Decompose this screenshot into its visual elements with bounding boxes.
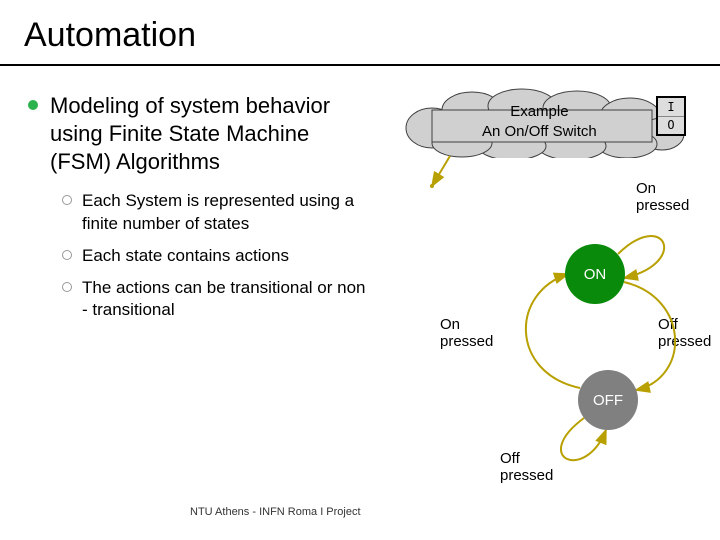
sub-bullet-text: The actions can be transitional or non -… — [82, 277, 368, 321]
slide: Automation Modeling of system behavior u… — [0, 0, 720, 540]
state-on-label: ON — [584, 266, 607, 283]
bullet-main-text: Modeling of system behavior using Finite… — [50, 92, 368, 176]
state-off: OFF — [578, 370, 638, 430]
state-off-label: OFF — [593, 392, 623, 409]
label-on-pressed-top: Onpressed — [636, 180, 689, 214]
label-off-pressed-bottom: Offpressed — [500, 450, 553, 484]
sub-bullet-text: Each System is represented using a finit… — [82, 190, 368, 234]
example-cloud: Example An On/Off Switch I O — [392, 88, 692, 158]
title-underline — [0, 64, 720, 66]
label-on-pressed-left: Onpressed — [440, 316, 493, 350]
sub-bullet-text: Each state contains actions — [82, 245, 289, 267]
sub-bullet-list: Each System is represented using a finit… — [62, 190, 368, 320]
bullet-main: Modeling of system behavior using Finite… — [28, 92, 368, 176]
sub-bullet: The actions can be transitional or non -… — [62, 277, 368, 321]
sub-bullet: Each state contains actions — [62, 245, 368, 267]
fsm-diagram: Example An On/Off Switch I O Onpressed O… — [380, 88, 720, 508]
cloud-label: Example An On/Off Switch — [482, 102, 597, 141]
switch-icon: I O — [656, 96, 686, 136]
footer-text: NTU Athens - INFN Roma I Project — [190, 506, 361, 518]
sub-bullet: Each System is represented using a finit… — [62, 190, 368, 234]
slide-title: Automation — [24, 16, 196, 55]
cloud-line2: An On/Off Switch — [482, 123, 597, 140]
left-column: Modeling of system behavior using Finite… — [28, 92, 368, 331]
bullet-dot-icon — [28, 100, 38, 110]
hollow-bullet-icon — [62, 195, 72, 205]
label-off-pressed-right: Offpressed — [658, 316, 711, 350]
switch-on-label: I — [658, 98, 684, 117]
hollow-bullet-icon — [62, 250, 72, 260]
switch-off-label: O — [658, 117, 684, 135]
cloud-line1: Example — [510, 103, 568, 120]
state-on: ON — [565, 244, 625, 304]
hollow-bullet-icon — [62, 282, 72, 292]
